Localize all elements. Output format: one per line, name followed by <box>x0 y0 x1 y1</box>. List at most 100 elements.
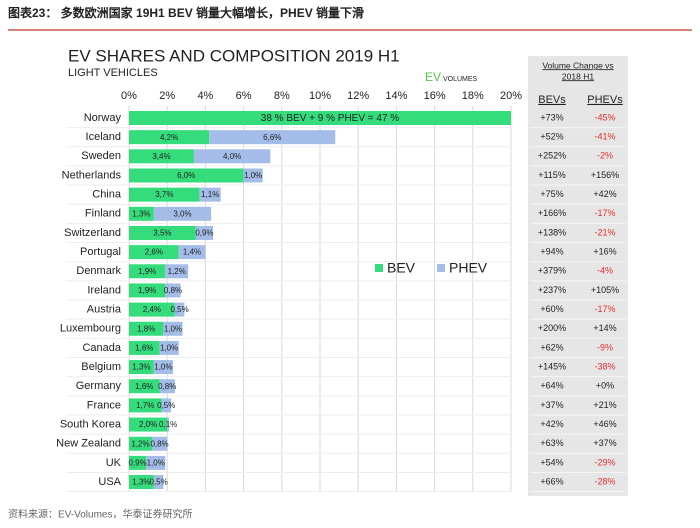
y-tick-label: Iceland <box>86 131 121 143</box>
table-cell: +37% <box>540 400 563 410</box>
table-cell: +14% <box>593 323 616 333</box>
legend-swatch <box>375 264 383 272</box>
table-cell: -2% <box>597 151 613 161</box>
data-label: 0,5% <box>149 478 167 487</box>
data-label: 0,8% <box>164 286 182 295</box>
header: 图表23： 多数欧洲国家 19H1 BEV 销量大幅增长，PHEV 销量下滑 <box>8 5 364 20</box>
table-cell: +37% <box>593 438 616 448</box>
bar-segment <box>195 225 214 240</box>
bar-segment <box>129 475 154 490</box>
table-cell: +54% <box>540 457 563 467</box>
table-cell: +0% <box>596 381 614 391</box>
bar-segment <box>129 436 152 451</box>
y-tick-label: USA <box>98 476 121 488</box>
x-tick-label: 2% <box>159 90 175 102</box>
bar-segment <box>129 206 154 221</box>
table-column: BEVs <box>538 94 566 106</box>
data-label: 0,5% <box>157 401 175 410</box>
bar-segment <box>129 455 147 470</box>
data-label: 1,4% <box>183 248 201 257</box>
bar-segment <box>129 111 511 125</box>
y-tick-label: Switzerland <box>64 227 121 239</box>
data-label: 1,7% <box>136 401 154 410</box>
table-cell: +145% <box>538 361 566 371</box>
table-cell: -17% <box>594 208 615 218</box>
bar-segment <box>165 264 189 279</box>
bar-segment <box>129 130 210 145</box>
bar-segment <box>193 149 271 164</box>
bar-segment <box>129 321 164 336</box>
bar-segment <box>243 168 263 183</box>
y-tick-label: Luxembourg <box>60 323 121 335</box>
chart-title: EV SHARES AND COMPOSITION 2019 H1 <box>68 46 400 65</box>
table-cell: +73% <box>540 112 563 122</box>
table-cell: +75% <box>540 189 563 199</box>
data-label: 1,3% <box>132 478 150 487</box>
table-cell: -28% <box>594 476 615 486</box>
bar-segment <box>129 187 200 202</box>
y-tick-label: New Zealand <box>56 438 121 450</box>
x-tick-label: 0% <box>121 90 137 102</box>
table-cell: +166% <box>538 208 566 218</box>
annotation: 38 % BEV + 9 % PHEV = 47 % <box>261 113 400 124</box>
y-tick-label: Canada <box>82 342 121 354</box>
logo-ev: EV <box>425 70 441 84</box>
legend-swatch <box>437 264 445 272</box>
table-cell: -21% <box>594 227 615 237</box>
table-column: PHEVs <box>587 94 623 106</box>
table-cell: +21% <box>593 400 616 410</box>
data-label: 0,9% <box>128 458 146 467</box>
source: 资料来源：EV-Volumes，华泰证券研究所 <box>8 508 192 521</box>
table-cell: +237% <box>538 285 566 295</box>
bar-segment <box>209 130 336 145</box>
data-label: 0,8% <box>158 382 176 391</box>
data-label: 1,3% <box>132 363 150 372</box>
table-cell: -9% <box>597 342 613 352</box>
y-tick-label: Finland <box>85 208 121 220</box>
bar-segment <box>129 168 244 183</box>
data-label: 1,3% <box>132 209 150 218</box>
bar-segment <box>129 225 196 240</box>
table-cell: +200% <box>538 323 566 333</box>
y-tick-label: UK <box>106 457 122 469</box>
table-cell: +115% <box>538 170 566 180</box>
data-label: 2,4% <box>143 305 161 314</box>
table-title: 2018 H1 <box>562 71 594 81</box>
table-bg <box>528 56 628 496</box>
bar-segment <box>178 245 206 260</box>
data-label: 1,8% <box>137 324 155 333</box>
data-label: 0,9% <box>195 229 213 238</box>
table-cell: +42% <box>540 419 563 429</box>
legend-label: BEV <box>387 260 416 276</box>
table-cell: -29% <box>594 457 615 467</box>
bar-segment <box>129 360 154 375</box>
y-tick-label: Austria <box>87 304 122 316</box>
x-tick-label: 12% <box>347 90 369 102</box>
x-tick-label: 16% <box>424 90 446 102</box>
data-label: 1,0% <box>147 458 165 467</box>
table-cell: -4% <box>597 266 613 276</box>
table-cell: +46% <box>593 419 616 429</box>
table-cell: +379% <box>538 266 566 276</box>
x-tick-label: 20% <box>500 90 522 102</box>
data-label: 1,2% <box>168 267 186 276</box>
logo-volumes: VOLUMES <box>443 76 478 83</box>
bar-segment <box>153 360 173 375</box>
y-tick-label: Belgium <box>81 361 121 373</box>
data-label: 1,6% <box>135 382 153 391</box>
table-cell: -17% <box>594 304 615 314</box>
y-tick-label: Netherlands <box>62 169 122 181</box>
bar-segment <box>159 340 179 355</box>
data-label: 1,0% <box>154 363 172 372</box>
data-label: 4,2% <box>160 133 178 142</box>
y-tick-label: Norway <box>84 112 122 124</box>
table-title: Volume Change vs <box>542 60 613 70</box>
bar-segment <box>161 398 172 413</box>
x-tick-label: 8% <box>274 90 290 102</box>
table-cell: +105% <box>591 285 619 295</box>
bar-segment <box>129 340 160 355</box>
bar-segment <box>129 302 175 317</box>
data-label: 1,0% <box>244 171 262 180</box>
data-label: 4,0% <box>223 152 241 161</box>
bar-segment <box>159 379 175 394</box>
